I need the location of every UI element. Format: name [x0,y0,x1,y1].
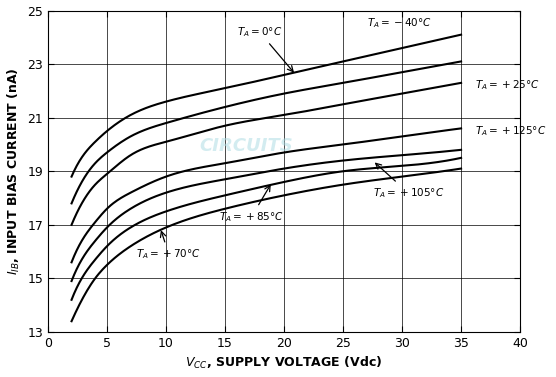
Text: $T_A = +25\degree C$: $T_A = +25\degree C$ [475,79,540,92]
Text: $T_A = -40\degree C$: $T_A = -40\degree C$ [366,16,431,29]
X-axis label: $V_{CC}$, SUPPLY VOLTAGE (Vdc): $V_{CC}$, SUPPLY VOLTAGE (Vdc) [186,356,383,371]
Y-axis label: $I_{IB}$, INPUT BIAS CURRENT (nA): $I_{IB}$, INPUT BIAS CURRENT (nA) [6,67,22,275]
Text: CIRCUITS: CIRCUITS [200,136,293,155]
Text: $T_A = 0\degree C$: $T_A = 0\degree C$ [237,25,293,72]
Text: $T_A = +125\degree C$: $T_A = +125\degree C$ [475,124,547,138]
Text: $T_A = +85\degree C$: $T_A = +85\degree C$ [219,185,284,224]
Text: $T_A = +105\degree C$: $T_A = +105\degree C$ [373,163,444,199]
Text: $T_A = +70\degree C$: $T_A = +70\degree C$ [136,231,201,261]
